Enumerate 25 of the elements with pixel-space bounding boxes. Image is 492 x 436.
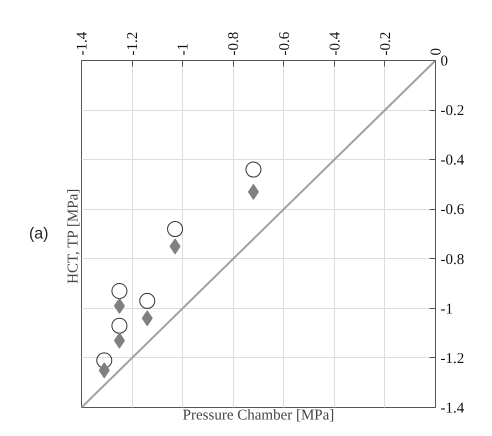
y-tick-label: -0.2 [440, 103, 464, 120]
x-tick-label: -0.8 [226, 32, 242, 56]
y-tick-label: -1.2 [440, 350, 464, 367]
x-tick-label: -0.2 [378, 32, 394, 56]
y-tick-label: -1.4 [440, 400, 465, 416]
x-axis-title: Pressure Chamber [MPa] [182, 408, 334, 424]
point [111, 318, 128, 334]
y-tick-label: -1 [440, 301, 453, 318]
point [167, 221, 184, 238]
x-tick-label: -1.4 [74, 31, 90, 56]
x-tick-label: -1.2 [125, 32, 142, 56]
text: (a) [28, 226, 49, 242]
x-tick-label: 0 [428, 48, 444, 56]
point [96, 352, 112, 368]
x-tick-label: -0.4 [327, 31, 344, 56]
x-tick-label: -0.6 [276, 31, 293, 56]
point [245, 162, 262, 178]
point [111, 283, 128, 299]
x-tick-label: -1 [176, 43, 192, 56]
y-tick-label: -0.6 [440, 202, 465, 218]
y-tick-label: -0.4 [440, 152, 465, 169]
point [139, 292, 156, 309]
y-axis-title: HCT, TP [MPa] [66, 188, 82, 284]
y-tick-label: 0 [440, 54, 448, 70]
y-tick-label: -0.8 [440, 252, 464, 268]
